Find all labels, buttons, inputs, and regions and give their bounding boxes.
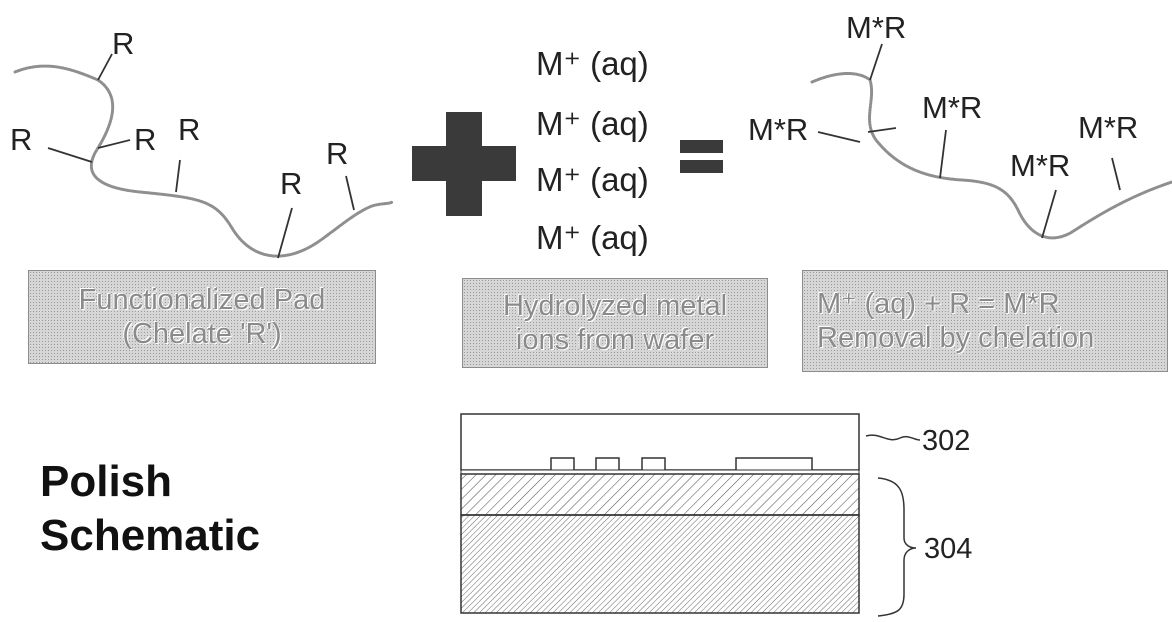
result-caption-box: M⁺ (aq) + R = M*R Removal by chelation xyxy=(802,270,1168,372)
chelate-label: R xyxy=(280,166,302,201)
chelate-branch xyxy=(48,148,92,162)
chelate-label: R xyxy=(178,112,200,147)
chelate-branch xyxy=(1112,158,1120,190)
polish-schematic xyxy=(461,414,920,616)
chelate-branch xyxy=(346,176,354,210)
chelate-label: R xyxy=(112,26,134,61)
chelate-branch xyxy=(278,208,292,258)
schematic-title-line2: Schematic xyxy=(40,510,260,562)
pad-caption-line2: (Chelate 'R') xyxy=(122,317,281,351)
ions-caption-box: Hydrolyzed metal ions from wafer xyxy=(462,278,768,368)
leader-line-302 xyxy=(866,435,920,440)
metal-ion: M⁺ (aq) xyxy=(536,218,649,257)
metal-ion: M⁺ (aq) xyxy=(536,160,649,199)
chelate-branch xyxy=(870,44,882,80)
chelate-branch xyxy=(176,160,180,192)
chelate-branch xyxy=(1042,190,1056,238)
plus-icon xyxy=(412,112,516,216)
brace-304 xyxy=(878,478,916,616)
result-caption-line2: Removal by chelation xyxy=(817,321,1094,355)
chelated-label: M*R xyxy=(922,90,982,125)
chelate-branch xyxy=(940,130,946,178)
chelate-branch xyxy=(818,132,860,142)
chelated-label: M*R xyxy=(846,10,906,45)
ions-caption-line1: Hydrolyzed metal xyxy=(503,289,727,323)
schematic-title-line1: Polish xyxy=(40,456,172,508)
polish-pad xyxy=(461,414,859,470)
wafer-substrate xyxy=(461,515,859,613)
chelated-label: M*R xyxy=(1010,148,1070,183)
chelated-label: M*R xyxy=(1078,110,1138,145)
chelate-label: R xyxy=(326,136,348,171)
chelated-label: M*R xyxy=(748,112,808,147)
chelate-label: R xyxy=(134,122,156,157)
chelate-branch xyxy=(98,54,112,80)
wafer-metal-layer xyxy=(461,474,859,515)
metal-ion: M⁺ (aq) xyxy=(536,104,649,143)
result-caption-line1: M⁺ (aq) + R = M*R xyxy=(817,287,1060,321)
equals-icon xyxy=(680,140,723,173)
reference-302: 302 xyxy=(922,425,970,457)
metal-ion: M⁺ (aq) xyxy=(536,44,649,83)
chelate-label: R xyxy=(10,122,32,157)
reference-304: 304 xyxy=(924,533,972,565)
ions-caption-line2: ions from wafer xyxy=(516,323,714,357)
pad-caption-line1: Functionalized Pad xyxy=(79,283,326,317)
pad-caption-box: Functionalized Pad (Chelate 'R') xyxy=(28,270,376,364)
